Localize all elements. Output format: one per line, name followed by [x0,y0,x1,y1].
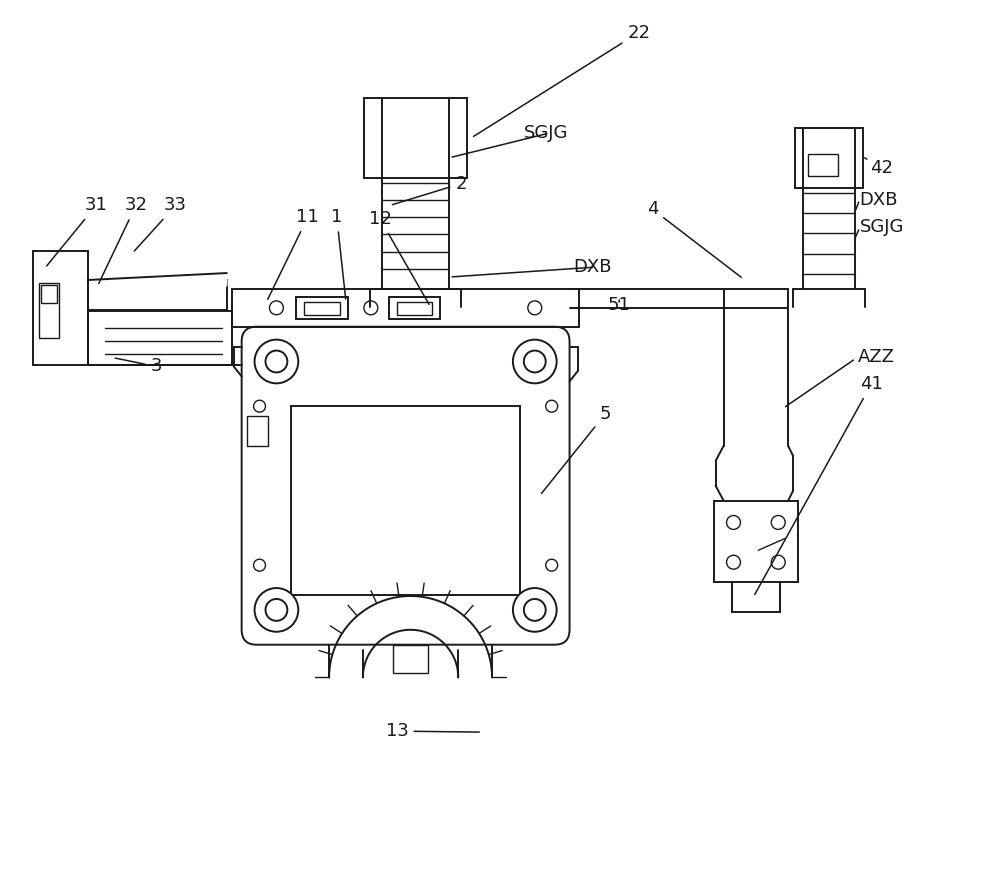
Text: 22: 22 [474,24,650,137]
Circle shape [254,400,265,413]
Text: SGJG: SGJG [860,218,904,237]
Text: SGJG: SGJG [524,124,568,142]
Text: 2: 2 [392,174,467,205]
Text: 31: 31 [47,196,108,266]
Bar [714,500,798,582]
Text: 33: 33 [134,196,187,251]
Circle shape [364,300,378,314]
Circle shape [546,559,558,571]
Circle shape [513,588,557,632]
Bar [291,406,520,595]
Bar [88,311,232,365]
Text: 3: 3 [115,357,162,376]
Bar [296,297,348,319]
Circle shape [771,555,785,569]
Text: 42: 42 [865,158,893,177]
Circle shape [727,555,740,569]
Circle shape [265,350,287,372]
Bar [795,128,863,187]
Bar [808,154,838,176]
Bar [397,302,432,314]
Text: DXB: DXB [574,258,612,276]
Bar [304,302,340,314]
Text: 4: 4 [647,201,741,278]
Bar [232,289,579,327]
Circle shape [524,599,546,621]
Circle shape [265,599,287,621]
Bar [364,98,467,178]
Circle shape [771,515,785,529]
Text: 51: 51 [607,296,630,314]
Text: 11: 11 [268,208,319,300]
Bar [41,285,57,303]
Text: 1: 1 [331,208,346,299]
Text: 41: 41 [755,375,883,595]
Circle shape [255,588,298,632]
Text: AZZ: AZZ [858,348,895,365]
Circle shape [269,300,283,314]
Circle shape [513,340,557,384]
Text: 13: 13 [386,722,479,740]
Circle shape [254,559,265,571]
Bar [393,645,428,673]
Bar [389,297,440,319]
Circle shape [727,515,740,529]
Circle shape [528,300,542,314]
Bar [39,283,59,337]
Circle shape [255,340,298,384]
Bar [247,416,268,446]
Text: DXB: DXB [860,190,898,208]
Polygon shape [88,273,227,286]
Circle shape [524,350,546,372]
Bar [88,280,227,310]
Text: 12: 12 [369,210,429,305]
Bar [33,251,88,365]
Circle shape [546,400,558,413]
Text: 5: 5 [541,406,611,493]
Text: 32: 32 [99,196,147,284]
